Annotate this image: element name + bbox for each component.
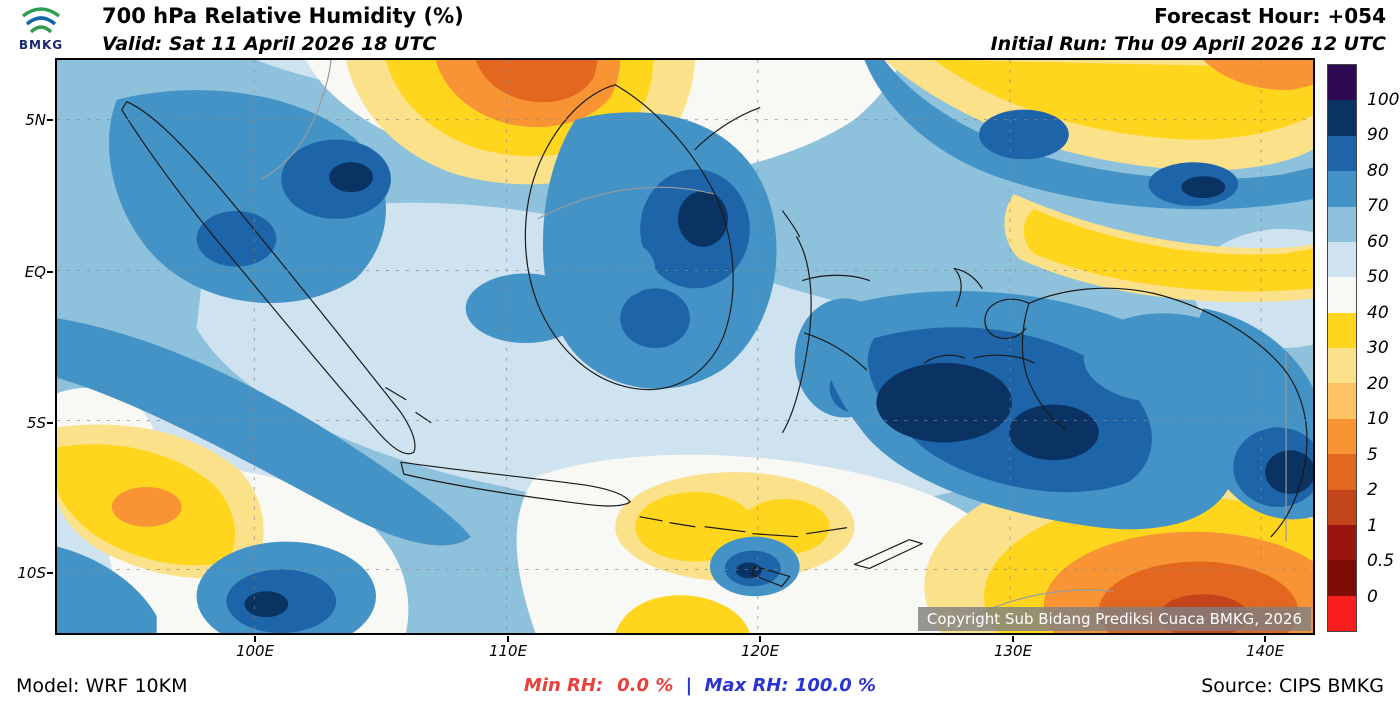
colorbar-segment (1328, 454, 1356, 490)
colorbar-tick-label: 10 (1367, 409, 1389, 429)
colorbar-tick-label: 1 (1367, 515, 1378, 536)
gridlines (57, 60, 1313, 633)
lon-label-100e: 100E (235, 642, 275, 660)
max-rh-label: Max RH: (704, 675, 789, 696)
x-tick (507, 636, 509, 642)
rh-separator: | (685, 675, 693, 696)
colorbar-segment (1328, 489, 1356, 525)
dry-region-top-right (884, 60, 1313, 303)
colorbar: 100 90 80 70 60 50 40 30 20 10 5 2 1 0.5 0 (1327, 64, 1399, 632)
colorbar-segment (1328, 135, 1356, 172)
colorbar-tick-label: 0 (1367, 586, 1378, 607)
colorbar-segment (1328, 100, 1356, 136)
bmkg-logo-icon (21, 7, 61, 34)
forecast-hour-label: Forecast Hour: +054 (1154, 4, 1386, 28)
colorbar-tick-label: 5 (1367, 444, 1378, 465)
lat-label-5n: 5N (25, 111, 46, 129)
colorbar-segment (1328, 418, 1356, 455)
lat-label-eq: EQ (24, 263, 46, 281)
lon-label-120e: 120E (740, 642, 780, 660)
y-tick (47, 271, 53, 273)
y-tick (47, 422, 53, 424)
colorbar-segment (1328, 171, 1356, 207)
lat-label-10s: 10S (17, 564, 46, 582)
colorbar-tick-label: 50 (1367, 267, 1389, 287)
initial-run-label: Initial Run: Thu 09 April 2026 12 UTC (990, 33, 1386, 55)
bmkg-logo-text: BMKG (18, 38, 64, 52)
y-tick (47, 572, 53, 574)
x-tick (254, 636, 256, 642)
bmkg-logo: BMKG (10, 2, 72, 56)
valid-time-label: Valid: Sat 11 April 2026 18 UTC (102, 33, 437, 55)
colorbar-tick-label: 80 (1367, 160, 1389, 181)
colorbar-tick-label: 70 (1367, 196, 1389, 216)
y-tick (47, 119, 53, 121)
model-label: Model: WRF 10KM (16, 675, 188, 697)
colorbar-tick-label: 100 (1367, 89, 1400, 110)
x-tick (1264, 636, 1266, 642)
colorbar-segment (1328, 383, 1356, 419)
colorbar-segment (1328, 595, 1356, 631)
colorbar-segment (1328, 241, 1356, 278)
colorbar-tick-label: 2 (1367, 480, 1378, 500)
colorbar-segment (1328, 560, 1356, 596)
colorbar-segment (1328, 65, 1356, 101)
island-outlines (121, 84, 1308, 587)
colorbar-tick-label: 20 (1367, 373, 1389, 394)
rh-minmax: Min RH: 0.0 % | Max RH: 100.0 % (0, 675, 1400, 696)
colorbar-tick-label: 30 (1367, 338, 1389, 358)
copyright-overlay: Copyright Sub Bidang Prediksi Cuaca BMKG… (917, 607, 1311, 631)
lon-label-110e: 110E (488, 642, 528, 660)
map-canvas: Copyright Sub Bidang Prediksi Cuaca BMKG… (55, 58, 1315, 635)
colorbar-segment (1328, 348, 1356, 384)
colorbar-tick-label: 60 (1367, 231, 1389, 252)
dry-region-bottom-left (57, 424, 264, 579)
x-tick (1012, 636, 1014, 642)
lon-label-140e: 140E (1245, 642, 1285, 660)
colorbar-segment (1328, 206, 1356, 242)
colorbar-segment (1328, 277, 1356, 313)
colorbar-tick-label: 40 (1367, 302, 1389, 323)
max-rh-value: 100.0 % (794, 675, 877, 696)
min-rh-label: Min RH: (523, 675, 604, 696)
colorbar-segment (1328, 524, 1356, 561)
lon-label-130e: 130E (993, 642, 1033, 660)
page-title: 700 hPa Relative Humidity (%) (102, 4, 464, 28)
lat-label-5s: 5S (26, 414, 46, 432)
colorbar-tick-label: 90 (1367, 125, 1389, 145)
moist-channel-top-right (864, 60, 1313, 210)
colorbar-segments (1327, 64, 1357, 632)
moist-regions (57, 90, 1313, 633)
humidity-field (57, 60, 1313, 633)
colorbar-tick-label: 0.5 (1367, 551, 1395, 571)
min-rh-value: 0.0 % (617, 675, 674, 696)
x-tick (759, 636, 761, 642)
colorbar-segment (1328, 312, 1356, 348)
source-label: Source: CIPS BMKG (1201, 675, 1384, 697)
